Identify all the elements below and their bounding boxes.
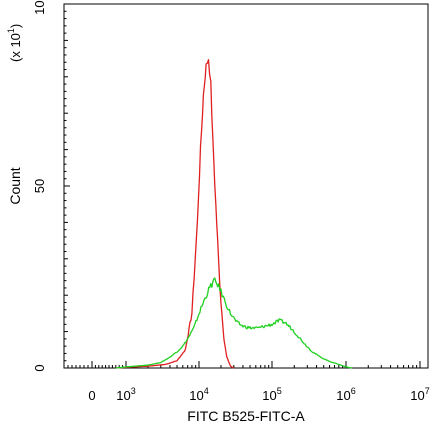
y-tick-label: 50: [32, 179, 47, 193]
x-tick-labels: 0 103 104 105 106 107: [88, 386, 429, 403]
y-tick-labels: 0 50 100: [32, 0, 47, 372]
plot-border: [63, 3, 429, 369]
y-multiplier-suffix: ): [8, 24, 23, 28]
x-axis-label: FITC B525-FITC-A: [187, 408, 305, 424]
x-tick-label: 105: [262, 386, 281, 403]
x-tick-label: 106: [336, 386, 355, 403]
series-layer: [115, 59, 353, 369]
y-axis-label: Count: [7, 167, 23, 204]
x-tick-label: 103: [116, 386, 135, 403]
x-tick-label: 0: [88, 388, 95, 403]
x-minor-ticks: [63, 361, 429, 368]
y-minor-ticks: [64, 3, 70, 369]
series-line: [115, 277, 353, 369]
x-tick-label: 107: [410, 386, 429, 403]
y-multiplier-label: (x 101): [6, 24, 23, 62]
y-tick-label: 0: [32, 364, 47, 371]
y-tick-label: 100: [32, 0, 47, 15]
y-multiplier-prefix: (x 10: [8, 33, 23, 62]
x-tick-label: 104: [189, 386, 208, 403]
series-line: [115, 59, 235, 369]
plot-frame: [63, 3, 429, 369]
y-multiplier-exponent: 1: [6, 28, 16, 33]
